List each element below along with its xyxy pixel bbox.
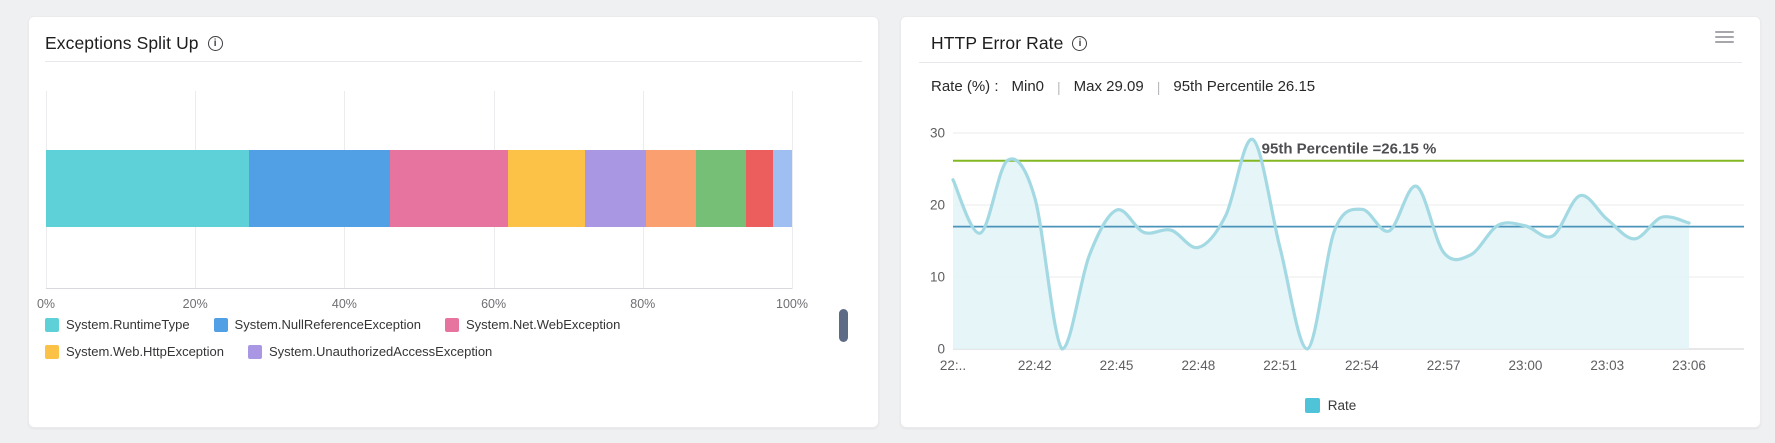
x-tick-label: 40% <box>331 297 357 311</box>
x-tick-label: 23:00 <box>1509 358 1543 373</box>
x-tick-label: 20% <box>182 297 208 311</box>
left-panel-title: Exceptions Split Up <box>45 33 199 53</box>
header-divider <box>919 62 1742 63</box>
rate-legend-swatch <box>1304 398 1320 413</box>
x-axis-line <box>46 288 792 289</box>
y-tick-label: 0 <box>937 342 945 357</box>
legend-swatch <box>213 317 228 332</box>
info-icon[interactable]: i <box>1072 36 1088 51</box>
x-tick-label: 22:45 <box>1100 358 1134 373</box>
x-tick-label: 22:51 <box>1263 358 1297 373</box>
rate-stats-row: Rate (%) : Min0 | Max 29.09 | 95th Perce… <box>931 78 1315 95</box>
legend-row-1: System.RuntimeType System.NullReferenceEx… <box>45 317 620 332</box>
stats-min-value: Min0 <box>1011 78 1045 95</box>
legend-label: System.Web.HttpException <box>66 344 224 359</box>
right-panel-header: HTTP Error Rate i <box>931 33 1088 54</box>
stacked-bar <box>46 150 792 227</box>
x-tick-label: 80% <box>630 297 656 311</box>
legend-item-System.RuntimeType[interactable]: System.RuntimeType <box>45 317 190 332</box>
rate-line <box>951 137 1691 351</box>
x-tick-label: 0% <box>36 297 56 311</box>
legend-swatch <box>248 344 262 359</box>
stats-p95-value: 95th Percentile 26.15 <box>1173 78 1316 95</box>
percentile-label: 95th Percentile =26.15 % <box>1262 141 1437 158</box>
left-panel-header: Exceptions Split Up i <box>45 33 223 54</box>
legend-swatch <box>444 317 459 332</box>
rate-legend: Rate <box>901 398 1760 413</box>
x-axis-tick-labels: 0% 20% 40% 60% 80% 100% <box>37 297 808 313</box>
x-tick-label: 22:.. <box>940 358 966 373</box>
x-tick-label: 22:48 <box>1181 358 1215 373</box>
legend-item-System.Web.HttpException[interactable]: System.Web.HttpException <box>45 344 224 359</box>
legend-swatch <box>45 317 59 332</box>
rate-area-fill <box>953 139 1690 349</box>
stats-metric-label: Rate (%) : <box>931 78 999 95</box>
bar-segment-other-8[interactable] <box>773 150 792 227</box>
bar-segment-System.RuntimeType[interactable] <box>46 150 249 227</box>
legend-scrollbar-thumb[interactable] <box>839 309 848 342</box>
stats-max-value: Max 29.09 <box>1073 78 1144 95</box>
legend-swatch <box>45 344 59 359</box>
x-tick-label: 22:57 <box>1427 358 1461 373</box>
x-tick-label: 22:42 <box>1018 358 1052 373</box>
x-tick-label: 60% <box>481 297 507 311</box>
legend-item-System.NullReferenceException[interactable]: System.NullReferenceException <box>213 317 421 332</box>
x-tick-label: 22:54 <box>1345 358 1379 373</box>
right-panel-title: HTTP Error Rate <box>931 33 1064 53</box>
exceptions-split-up-panel: Exceptions Split Up i 0% 20% 40% 60% 80% 100%… <box>28 16 879 428</box>
legend-item-System.Net.WebException[interactable]: System.Net.WebException <box>444 317 621 332</box>
http-error-rate-panel: HTTP Error Rate i Rate (%) : Min0 | Max … <box>900 16 1761 428</box>
stats-separator: | <box>1156 78 1161 95</box>
header-divider <box>45 61 862 62</box>
info-icon[interactable]: i <box>207 36 223 51</box>
hamburger-menu-icon[interactable] <box>1715 31 1734 46</box>
rate-area-chart-svg: 30 20 10 0 95th Percentile =26.15 % 22:.. 22:4… <box>930 126 1744 373</box>
bar-segment-System.NullReferenceException[interactable] <box>248 150 390 227</box>
bar-segment-System.Web.HttpException[interactable] <box>507 150 585 227</box>
legend-label: System.RuntimeType <box>66 317 190 332</box>
legend-label: System.NullReferenceException <box>234 317 421 332</box>
rate-legend-label[interactable]: Rate <box>1327 398 1357 413</box>
bar-segment-System.Net.WebException[interactable] <box>389 150 508 227</box>
bar-segment-other-5[interactable] <box>646 150 696 227</box>
stacked-bar-plot-area <box>46 91 793 289</box>
legend-row-2: System.Web.HttpException System.Unauthori… <box>45 344 492 359</box>
bar-segment-other-7[interactable] <box>746 150 774 227</box>
legend-label: System.Net.WebException <box>465 317 621 332</box>
y-tick-label: 20 <box>930 198 945 213</box>
x-tick-label: 23:03 <box>1590 358 1624 373</box>
legend-label: System.UnauthorizedAccessException <box>269 344 493 359</box>
stats-separator: | <box>1057 78 1061 95</box>
x-tick-label: 23:06 <box>1672 358 1706 373</box>
x-tick-label: 100% <box>776 297 808 311</box>
vertical-gridline <box>792 91 793 289</box>
y-tick-label: 10 <box>930 270 945 285</box>
y-tick-label: 30 <box>930 126 945 141</box>
bar-segment-System.UnauthorizedAccessException[interactable] <box>584 150 647 227</box>
bar-segment-other-6[interactable] <box>695 150 747 227</box>
legend-item-System.UnauthorizedAccessException[interactable]: System.UnauthorizedAccessException <box>248 344 492 359</box>
